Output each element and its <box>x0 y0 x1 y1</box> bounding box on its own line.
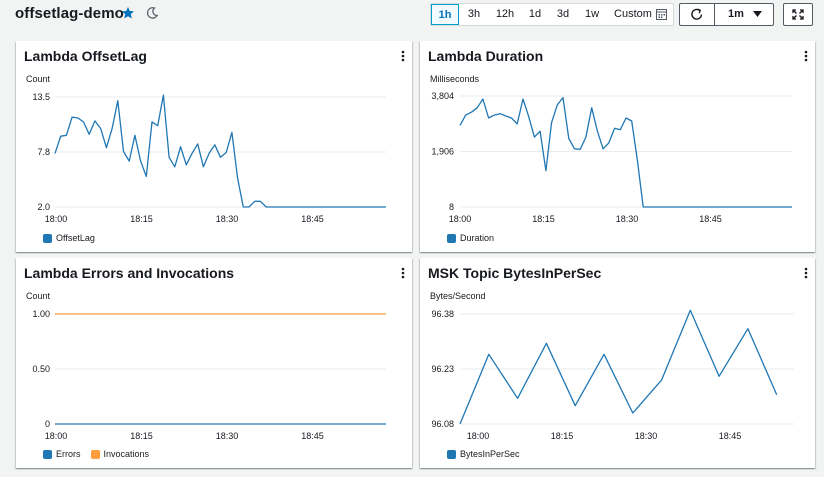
chart-legend: Duration <box>447 233 494 243</box>
series-line-offsetlag[interactable] <box>54 94 386 208</box>
y-tick-label: 0.50 <box>32 364 50 374</box>
x-tick-label: 18:45 <box>301 214 324 224</box>
legend-swatch <box>43 233 52 243</box>
legend-item-offsetlag[interactable]: OffsetLag <box>43 233 95 243</box>
range-3h-button[interactable]: 3h <box>467 8 481 20</box>
x-tick-label: 18:00 <box>449 214 472 224</box>
range-12h-button[interactable]: 12h <box>495 8 515 20</box>
widget-menu-icon[interactable] <box>400 49 406 63</box>
refresh-button[interactable] <box>680 4 715 25</box>
y-tick-label: 1,906 <box>431 147 454 157</box>
x-tick-label: 18:45 <box>699 214 722 224</box>
bytesinpersec-line-chart: 96.08 96.23 96.38 18:00 18:15 18:30 18:45 <box>431 309 794 441</box>
x-tick-label: 18:45 <box>301 431 324 441</box>
x-tick-label: 18:30 <box>616 214 639 224</box>
calendar-icon[interactable] <box>656 9 667 20</box>
widget-title: Lambda Duration <box>428 48 544 64</box>
legend-label: BytesInPerSec <box>460 449 520 459</box>
refresh-interval-dropdown[interactable]: 1m <box>715 4 773 25</box>
x-tick-label: 18:15 <box>551 431 574 441</box>
legend-item-bytesinpersec[interactable]: BytesInPerSec <box>447 449 520 459</box>
x-tick-label: 18:15 <box>130 431 153 441</box>
refresh-icon <box>691 8 703 20</box>
duration-line-chart: 8 1,906 3,804 18:00 18:15 18:30 18:45 <box>431 91 792 224</box>
x-tick-label: 18:00 <box>45 431 68 441</box>
legend-item-invocations[interactable]: Invocations <box>90 449 150 459</box>
range-1d-button[interactable]: 1d <box>528 8 542 20</box>
x-tick-label: 18:45 <box>719 431 742 441</box>
fullscreen-button[interactable] <box>783 3 813 26</box>
x-tick-label: 18:30 <box>216 431 239 441</box>
y-tick-label: 2.0 <box>37 202 50 212</box>
y-tick-label: 0 <box>45 419 50 429</box>
chart-legend: Errors Invocations <box>43 449 149 459</box>
widget-title: Lambda Errors and Invocations <box>24 265 235 281</box>
y-tick-label: 13.5 <box>32 92 50 102</box>
widget-title: MSK Topic BytesInPerSec <box>428 265 602 281</box>
y-axis-unit-label: Milliseconds <box>430 74 480 84</box>
widget-msk-bytesinpersec: MSK Topic BytesInPerSec Bytes/Second 96.… <box>420 258 815 468</box>
legend-swatch <box>447 449 456 459</box>
caret-down-icon <box>753 11 762 17</box>
widget-title: Lambda OffsetLag <box>24 48 147 64</box>
y-tick-label: 7.8 <box>37 147 50 157</box>
offsetlag-line-chart: 2.0 7.8 13.5 18:00 18:15 18:30 18:45 <box>32 92 386 224</box>
series-line-duration[interactable] <box>459 96 792 208</box>
range-1w-button[interactable]: 1w <box>584 8 600 20</box>
x-tick-label: 18:15 <box>130 214 153 224</box>
y-tick-label: 3,804 <box>431 91 454 101</box>
legend-swatch <box>90 449 100 459</box>
expand-icon <box>792 9 804 20</box>
widget-lambda-duration: Lambda Duration Milliseconds 8 1,906 3,804… <box>420 41 815 252</box>
x-tick-label: 18:30 <box>635 431 658 441</box>
refresh-control: 1m <box>679 3 774 26</box>
widget-lambda-errors-invocations: Lambda Errors and Invocations Count 0 0.5… <box>16 258 412 468</box>
y-axis-unit-label: Bytes/Second <box>430 291 486 301</box>
legend-item-errors[interactable]: Errors <box>43 449 81 459</box>
y-tick-label: 96.08 <box>431 419 454 429</box>
x-tick-label: 18:15 <box>532 214 555 224</box>
widget-menu-icon[interactable] <box>803 266 809 280</box>
favorite-star-icon[interactable] <box>121 6 135 20</box>
y-tick-label: 1.00 <box>32 309 50 319</box>
y-tick-label: 96.23 <box>431 364 454 374</box>
widget-menu-icon[interactable] <box>400 266 406 280</box>
legend-label: Invocations <box>103 449 150 459</box>
range-custom-button[interactable]: Custom <box>614 8 652 20</box>
time-range-selector: 1h 3h 12h 1d 3d 1w Custom <box>430 3 674 26</box>
dark-mode-moon-icon[interactable] <box>145 6 159 20</box>
y-axis-unit-label: Count <box>26 74 51 84</box>
y-axis-unit-label: Count <box>26 291 51 301</box>
widget-lambda-offsetlag: Lambda OffsetLag Count 2.0 7.8 13.5 18:00 18… <box>16 41 412 252</box>
dashboard-title: offsetlag-demo <box>15 5 124 22</box>
chart-legend: BytesInPerSec <box>447 449 520 459</box>
range-1h-button[interactable]: 1h <box>431 4 459 25</box>
top-bar: offsetlag-demo 1h 3h 12h 1d 3d 1w Custom… <box>0 0 824 30</box>
x-tick-label: 18:30 <box>216 214 239 224</box>
legend-swatch <box>447 233 456 243</box>
legend-swatch <box>43 449 52 459</box>
series-line-bytesinpersec[interactable] <box>459 309 778 425</box>
legend-label: OffsetLag <box>56 233 95 243</box>
errors-invocations-line-chart: 0 0.50 1.00 18:00 18:15 18:30 18:45 <box>32 309 386 441</box>
x-tick-label: 18:00 <box>45 214 68 224</box>
x-tick-label: 18:00 <box>467 431 490 441</box>
chart-legend: OffsetLag <box>43 233 95 243</box>
legend-label: Errors <box>56 449 81 459</box>
range-3d-button[interactable]: 3d <box>556 8 570 20</box>
legend-item-duration[interactable]: Duration <box>447 233 494 243</box>
widget-menu-icon[interactable] <box>803 49 809 63</box>
refresh-interval-value: 1m <box>728 8 744 20</box>
y-tick-label: 8 <box>449 202 454 212</box>
y-tick-label: 96.38 <box>431 309 454 319</box>
legend-label: Duration <box>460 233 495 243</box>
